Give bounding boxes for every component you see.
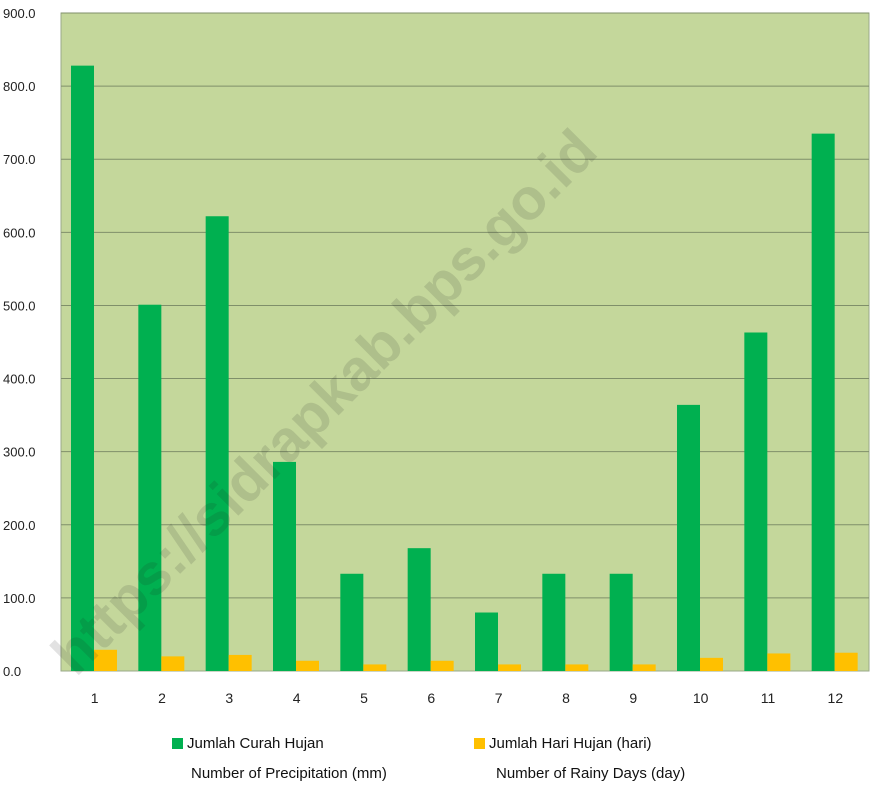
bar-precipitation — [205, 216, 229, 671]
y-tick-label: 600.0 — [3, 225, 36, 240]
bar-rainy-days — [632, 664, 656, 671]
legend-sublabel-precipitation: Number of Precipitation (mm) — [191, 765, 387, 782]
x-tick-label: 8 — [562, 690, 570, 706]
y-tick-label: 400.0 — [3, 372, 36, 387]
x-tick-label: 3 — [225, 690, 233, 706]
y-tick-label: 100.0 — [3, 591, 36, 606]
bar-rainy-days — [565, 664, 589, 671]
gridlines — [61, 12, 869, 599]
y-tick-label: 300.0 — [3, 445, 36, 460]
legend-label-rainy-days: Jumlah Hari Hujan (hari) — [489, 735, 652, 752]
bar-rainy-days — [228, 654, 252, 671]
x-axis: 1 2 3 4 5 6 7 8 9 10 11 12 — [91, 690, 844, 706]
bar-rainy-days — [834, 652, 858, 671]
bar-precipitation — [542, 573, 566, 671]
bar-rainy-days — [767, 653, 791, 671]
legend-label-precipitation: Jumlah Curah Hujan — [187, 735, 324, 752]
x-tick-label: 12 — [828, 690, 844, 706]
plot-area — [60, 12, 870, 672]
x-tick-label: 7 — [495, 690, 503, 706]
x-tick-label: 9 — [629, 690, 637, 706]
bar-rainy-days — [430, 660, 454, 671]
x-tick-label: 6 — [427, 690, 435, 706]
y-axis: 0.0 100.0 200.0 300.0 400.0 500.0 600.0 700.0 80… — [3, 6, 36, 679]
bar-precipitation — [609, 573, 633, 671]
x-tick-label: 1 — [91, 690, 99, 706]
bar-precipitation — [340, 573, 364, 671]
bar-rainy-days — [700, 657, 723, 671]
y-tick-label: 800.0 — [3, 79, 36, 94]
x-tick-label: 10 — [693, 690, 709, 706]
bar-rainy-days — [161, 656, 185, 671]
legend-sublabel-rainy-days: Number of Rainy Days (day) — [496, 765, 686, 782]
bars — [71, 65, 858, 672]
bar-precipitation — [407, 548, 431, 671]
bar-precipitation — [475, 612, 498, 671]
y-tick-label: 200.0 — [3, 518, 36, 533]
legend-swatch-precipitation — [172, 738, 183, 749]
legend-item-rainy-days: Jumlah Hari Hujan (hari) — [474, 734, 652, 754]
bar-rainy-days — [363, 664, 387, 671]
legend-swatch-rainy-days — [474, 738, 485, 749]
y-tick-label: 900.0 — [3, 6, 36, 21]
bar-precipitation — [71, 65, 94, 671]
bar-precipitation — [811, 133, 835, 672]
bar-precipitation — [744, 332, 768, 671]
x-tick-label: 5 — [360, 690, 368, 706]
legend: Jumlah Curah Hujan Number of Precipitati… — [0, 732, 870, 787]
legend-item-precipitation: Jumlah Curah Hujan — [172, 734, 324, 754]
y-tick-label: 700.0 — [3, 152, 36, 167]
bar-rainy-days — [94, 649, 117, 671]
bar-precipitation — [677, 404, 700, 671]
bar-rainy-days — [498, 664, 521, 671]
y-tick-label: 0.0 — [3, 664, 21, 679]
x-tick-label: 2 — [158, 690, 166, 706]
y-tick-label: 500.0 — [3, 298, 36, 313]
bar-precipitation — [138, 304, 162, 671]
bar-precipitation — [273, 461, 296, 671]
x-tick-label: 11 — [761, 690, 776, 706]
bar-rainy-days — [296, 660, 319, 671]
x-tick-label: 4 — [293, 690, 301, 706]
